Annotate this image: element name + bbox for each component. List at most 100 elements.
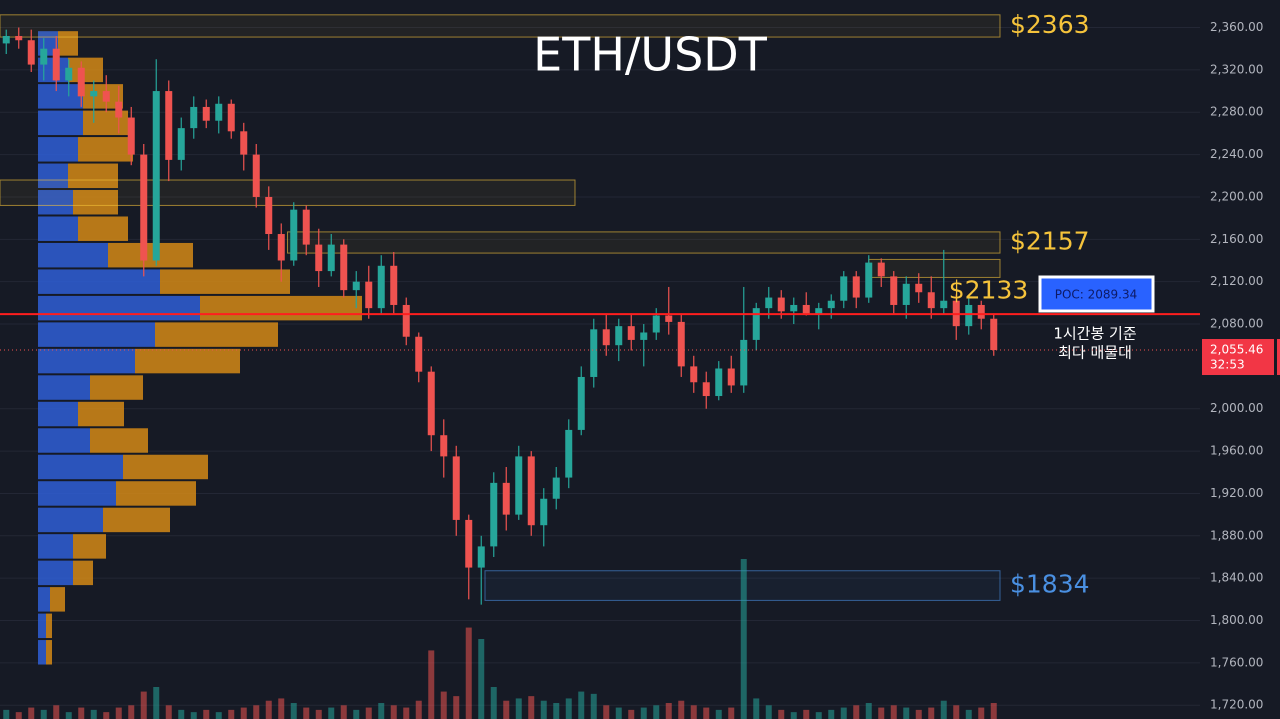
profile-buy — [38, 534, 73, 559]
y-tick-label: 2,120.00 — [1210, 274, 1263, 288]
profile-buy — [38, 163, 68, 189]
profile-sell — [78, 401, 124, 427]
y-tick-label: 2,000.00 — [1210, 401, 1263, 415]
candle-body — [715, 368, 723, 397]
candle-body — [502, 482, 510, 515]
candle-body — [40, 48, 48, 65]
zone — [287, 231, 1001, 254]
candle-body — [677, 321, 685, 367]
candle-body — [652, 315, 660, 333]
profile-sell — [90, 375, 143, 400]
volume-bar — [103, 712, 110, 719]
volume-bar — [28, 707, 35, 719]
volume-bar — [415, 700, 422, 719]
y-tick-label: 1,960.00 — [1210, 444, 1263, 458]
candle-body — [527, 456, 535, 526]
volume-bar — [378, 703, 385, 719]
volume-bar — [78, 707, 85, 719]
y-tick-label: 1,760.00 — [1210, 655, 1263, 669]
level-label: $2363 — [1010, 10, 1090, 39]
profile-sell — [116, 481, 196, 506]
y-tick-label: 1,800.00 — [1210, 613, 1263, 627]
candle-body — [977, 304, 985, 319]
candle-body — [890, 276, 898, 305]
profile-buy — [38, 401, 78, 427]
candle-body — [127, 117, 135, 155]
profile-buy — [38, 322, 155, 347]
candle-body — [915, 283, 923, 293]
volume-bar — [165, 705, 172, 719]
candle-body — [165, 91, 173, 160]
profile-sell — [103, 507, 170, 533]
profile-sell — [123, 454, 208, 480]
poc-box — [1038, 275, 1155, 313]
candle-body — [565, 429, 573, 478]
candle-body — [477, 546, 485, 568]
volume-bar — [690, 705, 697, 719]
candle-body — [65, 67, 73, 81]
candle-body — [515, 456, 523, 515]
volume-bar — [465, 627, 472, 719]
candle-body — [277, 234, 285, 261]
candle-body — [965, 304, 973, 327]
profile-sell — [68, 163, 118, 189]
candle-body — [252, 154, 260, 197]
volume-bar — [640, 707, 647, 719]
candle-body — [627, 326, 635, 340]
volume-bar — [390, 705, 397, 719]
candle-body — [377, 265, 385, 309]
profile-buy — [38, 640, 46, 665]
candle-body — [615, 326, 623, 346]
profile-sell — [73, 190, 118, 215]
volume-bar — [665, 703, 672, 719]
volume-bar — [928, 707, 935, 719]
candle-body — [152, 91, 160, 261]
candle-body — [777, 297, 785, 312]
volume-bar — [190, 712, 197, 719]
candle-body — [690, 366, 698, 383]
volume-bar — [865, 703, 872, 719]
volume-bar — [778, 709, 785, 719]
candle-body — [540, 498, 548, 526]
volume-bar — [965, 709, 972, 719]
y-tick-label: 1,920.00 — [1210, 486, 1263, 500]
profile-buy — [38, 110, 83, 136]
candle-body — [77, 67, 85, 97]
candle-body — [352, 281, 360, 291]
candle-body — [290, 209, 298, 261]
annotation: 최다 매물대 — [1058, 344, 1132, 362]
profile-buy — [38, 190, 73, 215]
candle-body — [315, 244, 323, 272]
level-label: $1834 — [1010, 570, 1090, 599]
profile-sell — [46, 640, 52, 665]
profile-buy — [38, 84, 83, 109]
volume-bar — [228, 709, 235, 719]
volume-bar — [903, 707, 910, 719]
candle-body — [440, 435, 448, 457]
volume-bar — [553, 703, 560, 719]
volume-bar — [215, 712, 222, 719]
volume-bar — [65, 712, 72, 719]
y-tick-label: 2,200.00 — [1210, 189, 1263, 203]
candle-body — [302, 209, 310, 245]
profile-buy — [38, 428, 90, 453]
candle-body — [102, 91, 110, 102]
volume-bar — [840, 707, 847, 719]
candle-body — [340, 244, 348, 291]
volume-bar — [140, 691, 147, 719]
candle-body — [790, 304, 798, 312]
y-tick-label: 2,080.00 — [1210, 317, 1263, 331]
volume-bar — [440, 691, 447, 719]
candle-body — [702, 382, 710, 397]
candle-body — [327, 244, 335, 272]
y-tick-label: 2,280.00 — [1210, 105, 1263, 119]
volume-bar — [615, 707, 622, 719]
profile-sell — [46, 613, 52, 639]
volume-bar — [90, 709, 97, 719]
volume-bar — [353, 709, 360, 719]
candle-body — [665, 315, 673, 322]
profile-sell — [200, 295, 362, 321]
volume-bar — [590, 693, 597, 719]
profile-sell — [90, 428, 148, 453]
